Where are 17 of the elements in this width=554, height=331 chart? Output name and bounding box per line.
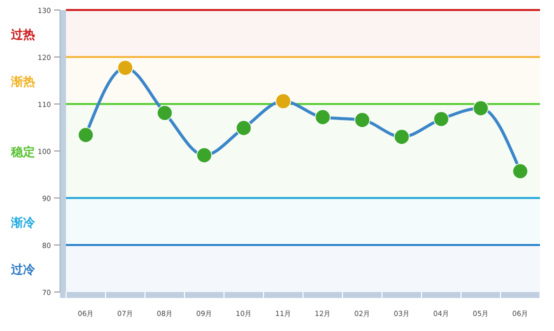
band-label: 渐冷: [10, 216, 36, 230]
band-label: 渐热: [10, 74, 35, 88]
band-label: 稳定: [10, 145, 35, 159]
point: [354, 112, 370, 128]
point: [512, 163, 528, 180]
point: [117, 60, 134, 76]
point: [156, 105, 173, 121]
point: [196, 147, 212, 164]
band-label: 过热: [10, 28, 35, 42]
point: [275, 93, 292, 110]
point: [394, 129, 410, 145]
band-label: 过冷: [10, 262, 36, 276]
point: [314, 109, 331, 126]
point: [433, 111, 450, 127]
point: [472, 100, 489, 116]
point: [78, 127, 94, 143]
point: [236, 120, 252, 136]
